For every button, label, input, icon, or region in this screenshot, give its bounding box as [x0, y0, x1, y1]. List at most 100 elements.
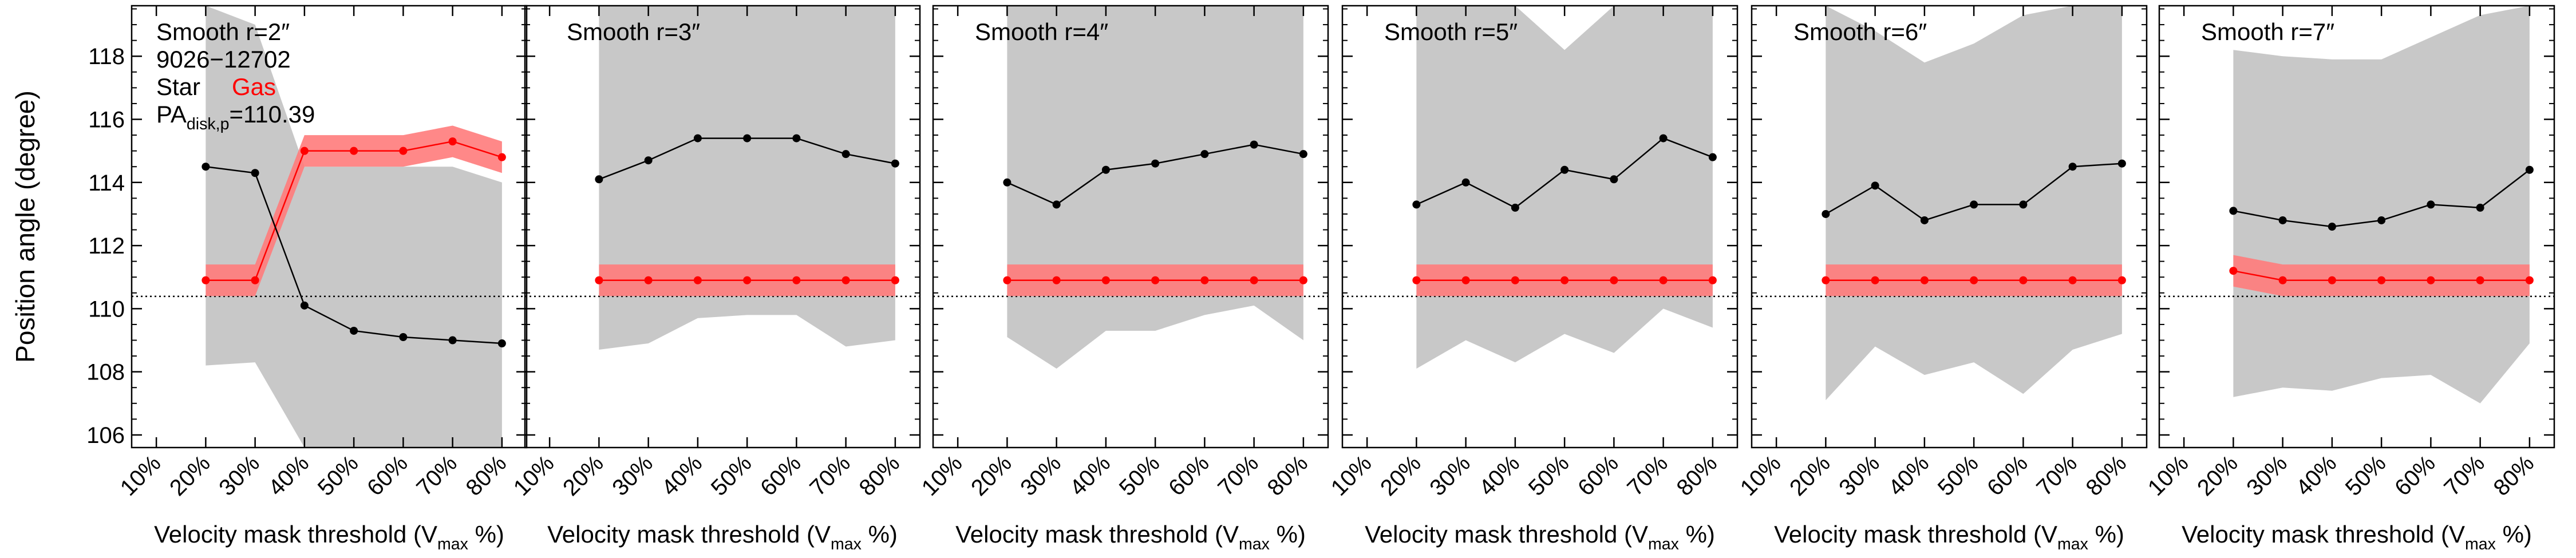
x-tick-label: 30%	[1425, 450, 1475, 501]
x-tick-label: 20%	[1785, 450, 1835, 501]
star-point	[448, 336, 457, 345]
panel-plot-area	[1342, 6, 1737, 369]
x-tick-label: 30%	[607, 450, 658, 501]
star-point	[2278, 216, 2287, 224]
x-tick-label: 70%	[2439, 450, 2490, 501]
gas-point	[251, 276, 259, 284]
star-point	[1461, 178, 1470, 187]
gas-point	[2019, 276, 2028, 284]
x-tick-label: 40%	[657, 450, 708, 501]
x-axis-label-main: Velocity mask threshold (V	[1774, 521, 2057, 548]
gas-point	[595, 276, 603, 284]
x-tick-label: 40%	[2291, 450, 2342, 501]
star-point	[1052, 200, 1061, 209]
star-uncertainty-band	[1416, 6, 1713, 369]
x-tick-label: 80%	[1263, 450, 1313, 501]
x-axis-label-sub: max	[831, 535, 862, 553]
star-point	[2328, 223, 2336, 231]
gas-point	[693, 276, 702, 284]
x-tick-label: 20%	[1376, 450, 1426, 501]
star-point	[1560, 165, 1569, 174]
x-tick-label: 60%	[1164, 450, 1214, 501]
gas-point	[1822, 276, 1830, 284]
x-axis-label: Velocity mask threshold (Vmax %)	[1774, 521, 2124, 553]
x-tick-label: 30%	[1016, 450, 1066, 501]
panel-2: 10%20%30%40%50%60%70%80% Velocity mask th…	[509, 5, 921, 553]
panel-frame	[1341, 5, 1739, 449]
panel-title: Smooth r=2″	[156, 18, 290, 45]
x-axis-label: Velocity mask threshold (Vmax %)	[1365, 521, 1715, 553]
x-axis-label-main: Velocity mask threshold (V	[955, 521, 1239, 548]
x-tick-label: 10%	[116, 450, 166, 501]
star-point	[350, 326, 358, 335]
star-point	[1511, 203, 1519, 212]
star-point	[1920, 216, 1929, 224]
gas-point	[1560, 276, 1569, 284]
panel-1: 10%20%30%40%50%60%70%80% Velocity mask th…	[86, 5, 528, 553]
star-point	[1412, 200, 1421, 209]
panel-frame	[932, 5, 1329, 449]
star-point	[1299, 150, 1307, 159]
panel-frame	[524, 5, 921, 449]
x-tick-label: 80%	[1672, 450, 1722, 501]
x-axis-label-tail: %)	[862, 521, 898, 548]
gas-point	[1871, 276, 1879, 284]
x-tick-label: 40%	[1065, 450, 1116, 501]
x-tick-label: 30%	[1834, 450, 1884, 501]
x-tick-label: 20%	[2192, 450, 2243, 501]
x-tick-label: 50%	[706, 450, 757, 501]
gas-point	[350, 147, 358, 155]
gas-point	[1151, 276, 1160, 284]
panel-title: Smooth r=5″	[1384, 18, 1518, 45]
panel-frame	[2158, 5, 2555, 449]
x-tick-label: 70%	[1622, 450, 1673, 501]
gas-uncertainty-band	[206, 125, 502, 296]
star-point	[595, 175, 603, 184]
star-point	[1659, 134, 1668, 143]
x-tick-label: 30%	[2242, 450, 2292, 501]
y-tick-label: 114	[88, 171, 125, 196]
x-tick-label: 50%	[1933, 450, 1984, 501]
legend-gas-label: Gas	[232, 73, 276, 100]
y-tick-label: 118	[88, 44, 125, 69]
y-tick-label: 110	[88, 296, 125, 322]
x-axis-label-tail: %)	[2496, 521, 2532, 548]
star-point	[1101, 165, 1110, 174]
gas-point	[2525, 276, 2534, 284]
star-uncertainty-band	[206, 6, 502, 448]
gas-point	[2377, 276, 2386, 284]
x-axis-label: Velocity mask threshold (Vmax %)	[547, 521, 898, 553]
panel-title: Smooth r=6″	[1793, 18, 1927, 45]
x-tick-label: 70%	[805, 450, 855, 501]
gas-point	[2476, 276, 2484, 284]
x-tick-label: 20%	[558, 450, 609, 501]
panel-plot-area	[933, 6, 1328, 369]
panel-frame	[1751, 5, 2148, 449]
legend-pa-reference-sub: disk,p	[187, 115, 230, 133]
x-axis-label-tail: %)	[1270, 521, 1306, 548]
panel-6: 10%20%30%40%50%60%70%80% Velocity mask th…	[2143, 5, 2555, 553]
gas-point	[1659, 276, 1668, 284]
x-tick-label: 20%	[966, 450, 1017, 501]
star-point	[1250, 140, 1258, 149]
x-tick-label: 70%	[412, 450, 462, 501]
x-axis-label-tail: %)	[2088, 521, 2124, 548]
star-point	[2525, 165, 2534, 174]
star-uncertainty-band	[599, 6, 895, 350]
x-axis-label: Velocity mask threshold (Vmax %)	[955, 521, 1306, 553]
gas-point	[1412, 276, 1421, 284]
star-point	[202, 163, 210, 171]
star-point	[1151, 159, 1160, 168]
star-point	[2427, 200, 2435, 209]
panel-5: 10%20%30%40%50%60%70%80% Velocity mask th…	[1736, 5, 2148, 553]
x-tick-label: 60%	[1982, 450, 2033, 501]
gas-point	[1299, 276, 1307, 284]
x-tick-label: 70%	[2032, 450, 2082, 501]
x-tick-label: 20%	[165, 450, 215, 501]
star-point	[1610, 175, 1618, 184]
star-point	[1708, 153, 1717, 161]
x-tick-label: 60%	[2390, 450, 2440, 501]
star-point	[251, 169, 259, 177]
